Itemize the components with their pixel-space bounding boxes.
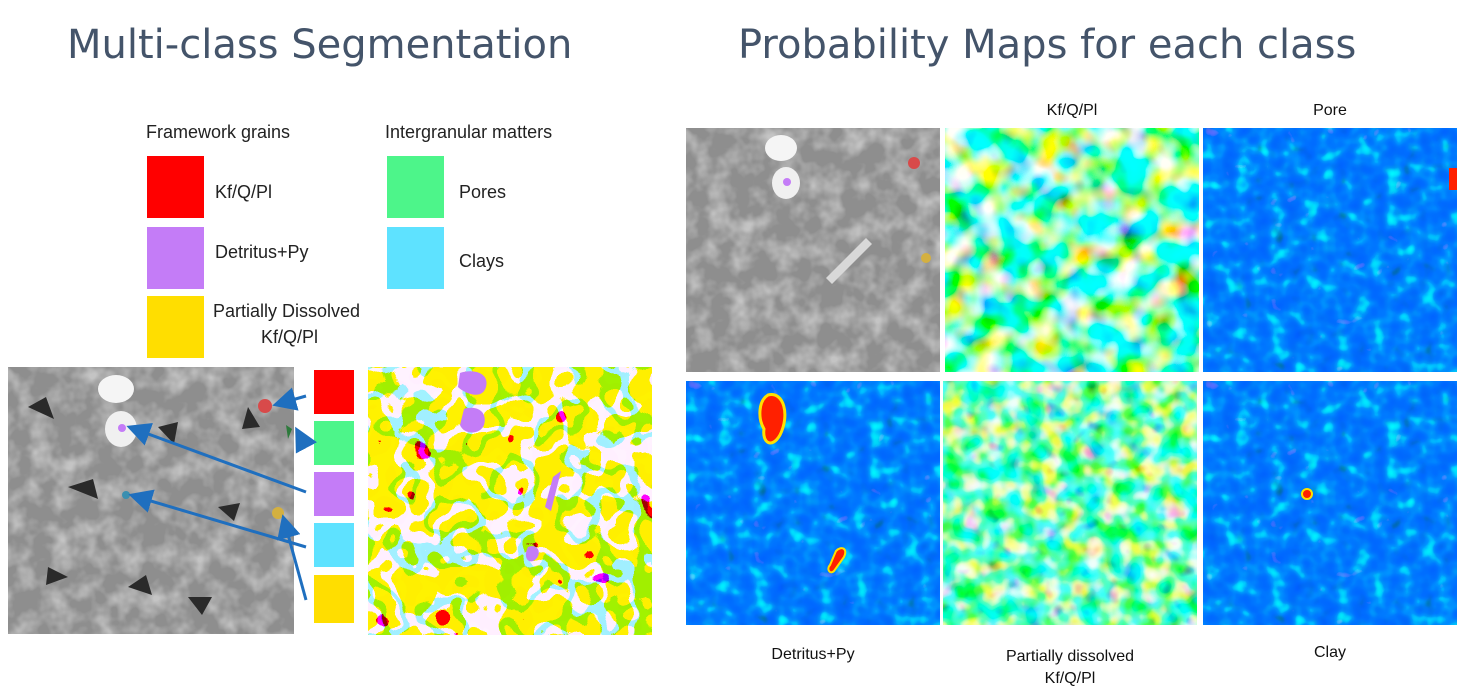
strip-swatch-green: [312, 419, 356, 467]
legend-label-clays: Clays: [459, 251, 504, 272]
probmap-partially-dissolved: [943, 381, 1197, 625]
probmap-pore: [1203, 128, 1457, 372]
ct-image-left-marker-purple: [118, 424, 126, 432]
strip-swatch-red: [312, 368, 356, 416]
probmap-caption-detritus: Detritus+Py: [686, 644, 940, 666]
probmap-caption-clay: Clay: [1203, 642, 1457, 664]
probmap-clay: [1203, 381, 1457, 625]
probmap-partially-dissolved-field: [943, 381, 1197, 625]
probmap-caption-partially-dissolved: Partially dissolved Kf/Q/Pl: [943, 646, 1197, 690]
ct-image-small: [686, 128, 940, 372]
strip-swatch-yellow: [312, 573, 356, 625]
legend-label-partially-dissolved: Partially Dissolved: [213, 301, 360, 322]
ct-image-left-marker-red: [258, 399, 272, 413]
probmap-caption-kfqpl: Kf/Q/Pl: [945, 100, 1199, 122]
strip-swatch-cyan: [312, 521, 356, 569]
probmap-clay-hotspot: [1302, 489, 1312, 499]
arrow-green: [298, 432, 306, 447]
ct-image-left-marker-cyan: [122, 491, 130, 499]
legend-label-pores: Pores: [459, 182, 506, 203]
ct-image-left: [8, 367, 294, 634]
legend-swatch-clays: [385, 225, 446, 291]
ct-image-small-marker-red: [908, 157, 920, 169]
segmentation-map-regions: [368, 367, 652, 635]
probmap-kfqpl-field: [945, 128, 1199, 372]
probmap-caption-partially-dissolved-line2: Kf/Q/Pl: [1045, 670, 1096, 687]
probmap-caption-partially-dissolved-line1: Partially dissolved: [1006, 648, 1134, 665]
ct-image-left-marker-yellow: [272, 507, 284, 519]
legend-label-detritus: Detritus+Py: [215, 242, 309, 263]
probmap-detritus-field: [686, 381, 940, 625]
probmap-clay-field: [1203, 381, 1457, 625]
title-probability-maps: Probability Maps for each class: [738, 22, 1356, 68]
probmap-caption-pore: Pore: [1203, 100, 1457, 122]
legend-heading-intergranular: Intergranular matters: [385, 122, 552, 143]
legend-swatch-kfqpl: [145, 154, 206, 220]
ct-image-small-marker-purple: [783, 178, 791, 186]
probmap-detritus-hotspot: [760, 395, 785, 443]
ct-image-left-bright-grain: [98, 375, 134, 403]
probmap-pore-field: [1203, 128, 1457, 372]
legend-swatch-detritus: [145, 225, 206, 291]
ct-image-small-marker-yellow: [921, 253, 931, 263]
probmap-detritus: [686, 381, 940, 625]
probmap-pore-hotspot: [1449, 168, 1457, 190]
legend-label-kfqpl: Kf/Q/Pl: [215, 182, 272, 203]
legend-swatch-pores: [385, 154, 446, 220]
ct-image-small-bright-grain: [765, 135, 797, 161]
legend-swatch-partially-dissolved: [145, 294, 206, 360]
probmap-kfqpl: [945, 128, 1199, 372]
strip-swatch-purple: [312, 470, 356, 518]
legend-label-partially-dissolved-line2: Kf/Q/Pl: [261, 327, 318, 348]
legend-heading-framework: Framework grains: [146, 122, 290, 143]
title-multiclass-segmentation: Multi-class Segmentation: [67, 22, 572, 68]
segmentation-map: [368, 367, 652, 635]
ct-image-small-texture: [686, 128, 940, 372]
